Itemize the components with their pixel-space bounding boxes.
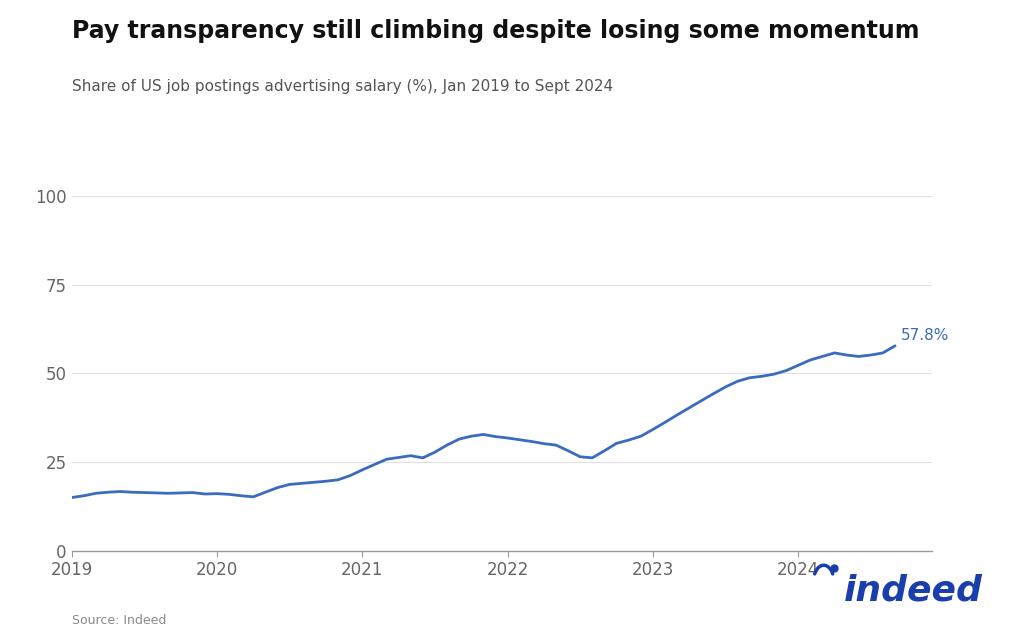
Text: Pay transparency still climbing despite losing some momentum: Pay transparency still climbing despite … <box>72 19 920 43</box>
Text: Source: Indeed: Source: Indeed <box>72 613 166 627</box>
Text: 57.8%: 57.8% <box>901 328 949 342</box>
Text: indeed: indeed <box>844 573 983 608</box>
Text: Share of US job postings advertising salary (%), Jan 2019 to Sept 2024: Share of US job postings advertising sal… <box>72 79 612 94</box>
